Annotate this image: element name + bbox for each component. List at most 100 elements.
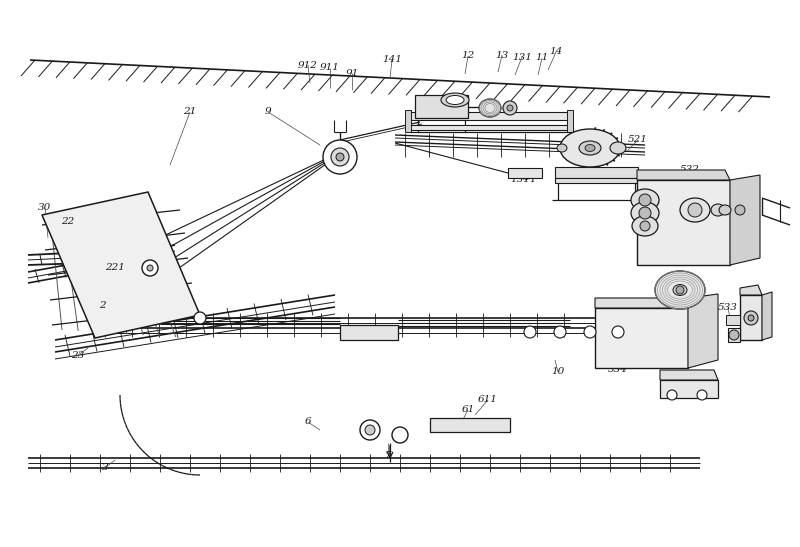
Text: 221: 221: [105, 264, 125, 272]
Polygon shape: [555, 167, 638, 178]
Text: 10: 10: [551, 368, 565, 376]
Text: 1311: 1311: [510, 176, 538, 184]
Polygon shape: [637, 170, 730, 180]
Ellipse shape: [441, 93, 469, 107]
Text: 532: 532: [680, 166, 700, 174]
Text: 1: 1: [524, 173, 530, 183]
Polygon shape: [405, 110, 411, 132]
Ellipse shape: [631, 189, 659, 211]
Text: 12: 12: [462, 51, 474, 61]
Ellipse shape: [631, 202, 659, 224]
Polygon shape: [660, 370, 718, 380]
Polygon shape: [567, 110, 573, 132]
Polygon shape: [728, 328, 740, 342]
Circle shape: [507, 105, 513, 111]
Text: 52: 52: [658, 182, 672, 190]
Polygon shape: [42, 192, 200, 338]
Text: 14: 14: [550, 48, 562, 56]
Polygon shape: [408, 112, 570, 120]
Text: 3: 3: [102, 463, 108, 473]
Ellipse shape: [585, 144, 595, 152]
Polygon shape: [740, 285, 762, 295]
Circle shape: [729, 330, 739, 340]
Text: 533: 533: [718, 304, 738, 312]
Circle shape: [503, 101, 517, 115]
Text: 911: 911: [320, 63, 340, 73]
Polygon shape: [740, 295, 762, 340]
Circle shape: [336, 153, 344, 161]
Text: 8: 8: [754, 203, 760, 212]
Circle shape: [365, 425, 375, 435]
Text: 91: 91: [346, 68, 358, 78]
Circle shape: [688, 203, 702, 217]
Ellipse shape: [610, 142, 626, 154]
Text: 912: 912: [298, 61, 318, 69]
Polygon shape: [595, 308, 688, 368]
Text: 2: 2: [98, 300, 106, 310]
Circle shape: [748, 315, 754, 321]
Text: 131: 131: [512, 53, 532, 61]
Text: 30: 30: [38, 203, 52, 212]
Circle shape: [640, 221, 650, 231]
Circle shape: [392, 427, 408, 443]
Polygon shape: [408, 125, 570, 130]
Text: 22: 22: [62, 218, 74, 226]
Ellipse shape: [632, 216, 658, 236]
Text: 21: 21: [183, 108, 197, 117]
Ellipse shape: [719, 205, 731, 215]
Circle shape: [612, 326, 624, 338]
Circle shape: [524, 326, 536, 338]
Polygon shape: [726, 315, 740, 325]
Ellipse shape: [479, 99, 501, 117]
Text: 5331: 5331: [672, 391, 698, 399]
Circle shape: [639, 194, 651, 206]
Circle shape: [323, 140, 357, 174]
Text: 7: 7: [385, 451, 391, 459]
Circle shape: [639, 207, 651, 219]
Ellipse shape: [557, 144, 567, 152]
Circle shape: [331, 148, 349, 166]
Circle shape: [735, 205, 745, 215]
Text: 611: 611: [478, 395, 498, 404]
Polygon shape: [762, 292, 772, 340]
Circle shape: [667, 390, 677, 400]
Text: 534: 534: [608, 365, 628, 375]
Text: 9: 9: [265, 108, 271, 117]
Circle shape: [142, 260, 158, 276]
Text: 521: 521: [628, 136, 648, 144]
Text: 11: 11: [535, 54, 549, 62]
Ellipse shape: [560, 129, 620, 167]
Polygon shape: [660, 380, 718, 398]
Circle shape: [744, 311, 758, 325]
Text: 51: 51: [582, 136, 594, 144]
Circle shape: [554, 326, 566, 338]
Text: 61: 61: [462, 405, 474, 415]
Text: 141: 141: [382, 55, 402, 65]
Polygon shape: [688, 294, 718, 368]
Text: 531: 531: [668, 375, 688, 385]
Text: 4: 4: [749, 323, 755, 333]
Text: 5: 5: [594, 150, 602, 160]
Polygon shape: [637, 180, 730, 265]
Text: 23: 23: [71, 351, 85, 359]
Circle shape: [360, 420, 380, 440]
Polygon shape: [415, 95, 468, 118]
Ellipse shape: [579, 141, 601, 155]
Circle shape: [584, 326, 596, 338]
Ellipse shape: [673, 284, 687, 295]
Polygon shape: [340, 325, 398, 340]
Ellipse shape: [680, 198, 710, 222]
Polygon shape: [508, 168, 542, 178]
Text: 53: 53: [694, 176, 706, 184]
Polygon shape: [555, 178, 638, 183]
Text: 6: 6: [305, 417, 311, 427]
Circle shape: [147, 265, 153, 271]
Circle shape: [697, 390, 707, 400]
Polygon shape: [430, 418, 510, 432]
Text: 13: 13: [495, 50, 509, 60]
Polygon shape: [595, 298, 688, 308]
Ellipse shape: [446, 96, 464, 104]
Polygon shape: [730, 175, 760, 265]
Ellipse shape: [655, 271, 705, 309]
Ellipse shape: [711, 204, 725, 216]
